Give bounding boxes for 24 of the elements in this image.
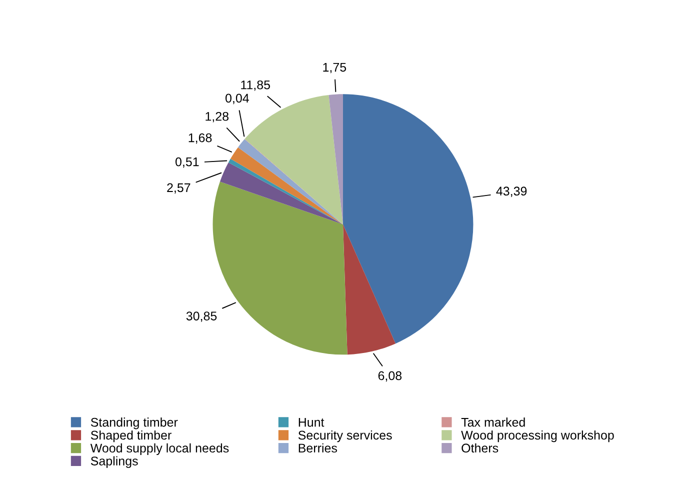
legend-label: Standing timber <box>90 418 178 430</box>
pie-slice <box>230 147 343 224</box>
legend-label: Saplings <box>90 456 138 468</box>
legend-label: Berries <box>298 443 337 453</box>
legend-label: Wood processing workshop <box>461 430 614 442</box>
legend-label: Wood supply local needs <box>90 443 229 456</box>
data-label: 43,39 <box>496 186 527 198</box>
pie-slice <box>343 94 474 344</box>
data-label: 0,04 <box>226 94 249 104</box>
pie-slice <box>343 224 396 355</box>
data-label: 1,68 <box>188 133 212 144</box>
legend-label: Hunt <box>298 418 324 427</box>
data-label: 0,51 <box>175 157 199 168</box>
data-label: 1,75 <box>323 62 346 74</box>
data-label: 11,85 <box>241 80 270 91</box>
legend-label: Security services <box>298 430 392 442</box>
data-label: 6,08 <box>378 371 402 382</box>
data-label: 2,57 <box>167 183 190 194</box>
data-label: 30,85 <box>186 312 217 322</box>
legend-label: Shaped timber <box>90 430 172 442</box>
pie-slice <box>328 94 343 224</box>
data-label: 1,28 <box>206 112 228 122</box>
legend-label: Others <box>462 443 498 453</box>
legend-label: Tax marked <box>461 418 525 427</box>
